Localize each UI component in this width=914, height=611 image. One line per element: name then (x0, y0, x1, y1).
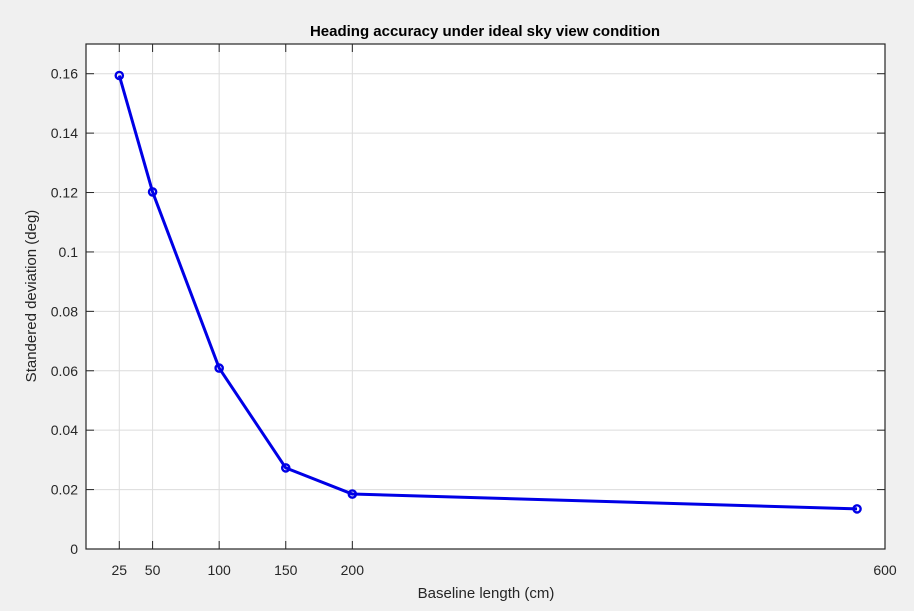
data-series (114, 70, 862, 514)
x-tick-label: 600 (873, 562, 897, 578)
y-tick-label: 0.1 (59, 244, 79, 260)
y-tick-label: 0 (70, 541, 78, 557)
y-tick-label: 0.16 (51, 66, 78, 82)
data-point-marker (147, 187, 158, 197)
y-tick-label: 0.14 (51, 125, 78, 141)
y-tick-labels: 0 0.02 0.04 0.06 0.08 0.1 0.12 0.14 0.16 (51, 66, 78, 557)
x-tick-label: 200 (341, 562, 365, 578)
chart-title: Heading accuracy under ideal sky view co… (310, 23, 660, 40)
data-point-marker (852, 504, 862, 514)
axes-box (85, 43, 886, 550)
x-tick-labels: 25 50 100 150 200 600 (112, 562, 897, 578)
x-axis-label: Baseline length (cm) (418, 585, 555, 602)
y-axis-label: Standered deviation (deg) (23, 210, 40, 383)
data-point-marker (347, 489, 358, 499)
x-tick-label: 50 (145, 562, 161, 578)
x-tick-label: 100 (207, 562, 231, 578)
axes-background (86, 44, 885, 549)
data-line (117, 75, 858, 511)
y-tick-label: 0.06 (51, 363, 78, 379)
y-tick-label: 0.04 (51, 422, 78, 438)
data-point-marker (214, 363, 224, 373)
data-point-marker (280, 463, 291, 473)
y-tick-label: 0.08 (51, 303, 78, 319)
x-tick-label: 25 (112, 562, 128, 578)
data-point-marker (114, 70, 125, 81)
grid-lines (86, 44, 885, 549)
x-tick-label: 150 (274, 562, 298, 578)
y-tick-label: 0.12 (51, 185, 78, 201)
y-tick-label: 0.02 (51, 482, 78, 498)
